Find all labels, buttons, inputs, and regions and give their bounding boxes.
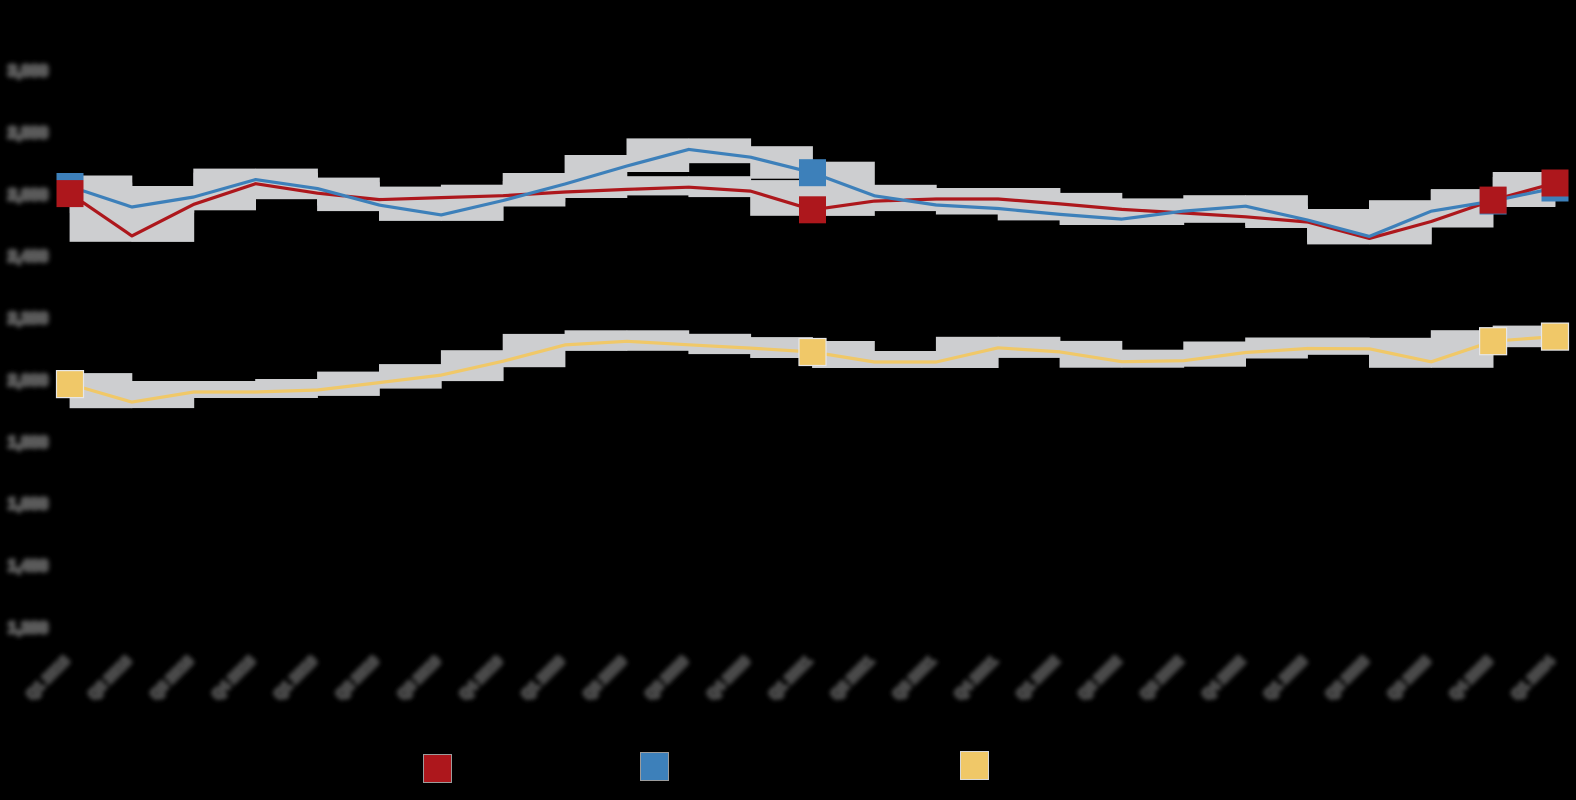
svg-text:2,000: 2,000 bbox=[8, 372, 48, 389]
svg-text:1,600: 1,600 bbox=[8, 496, 48, 513]
svg-text:2,200: 2,200 bbox=[8, 311, 48, 328]
svg-text:1,400: 1,400 bbox=[8, 558, 48, 575]
svg-text:2,600: 2,600 bbox=[8, 187, 48, 204]
svg-text:1,800: 1,800 bbox=[8, 434, 48, 451]
svg-text:2,400: 2,400 bbox=[8, 249, 48, 266]
svg-text:1,200: 1,200 bbox=[8, 620, 48, 637]
svg-text:2,800: 2,800 bbox=[8, 125, 48, 142]
svg-text:3,000: 3,000 bbox=[8, 63, 48, 80]
